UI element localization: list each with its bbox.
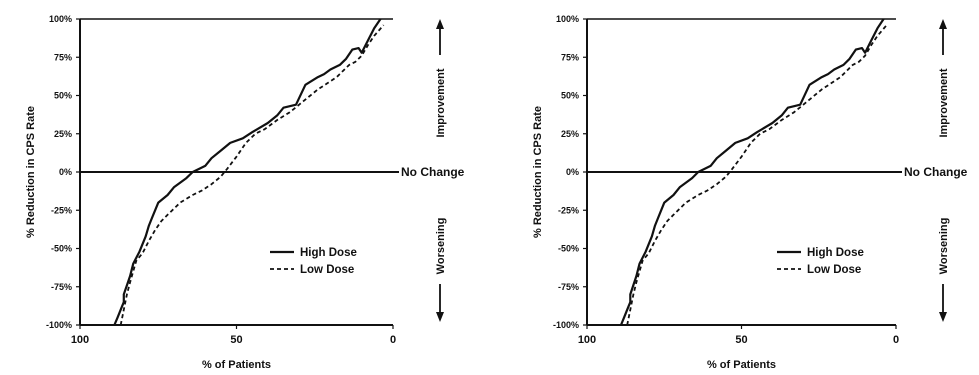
legend-label-high-dose: High Dose [807,247,864,259]
y-tick-label: 25% [561,129,579,139]
y-axis-title: % Reduction in CPS Rate [532,106,544,238]
x-axis-title: % of Patients [202,359,271,371]
x-tick-label: 0 [390,334,396,346]
chart-panel-right: 100% 75% 50% 25% 0% -25% -50% -75% -100% 100 50 0 % … [532,14,968,371]
improvement-arrow-head [939,19,947,29]
y-tick-label: -75% [51,282,72,292]
y-tick-label: 50% [54,91,72,101]
y-tick-label: 75% [54,52,72,62]
y-axis-title: % Reduction in CPS Rate [25,106,37,238]
legend-label-high-dose: High Dose [300,247,357,259]
y-tick-label: 0% [566,167,579,177]
y-tick-label: -25% [558,205,579,215]
improvement-arrow-head [436,19,444,29]
y-tick-label: 25% [54,129,72,139]
series-line-high-dose [113,18,382,326]
worsening-label: Worsening [938,218,950,275]
series-line-low-dose [119,24,385,326]
x-tick-label: 50 [230,334,242,346]
series-line-low-dose [626,24,888,326]
y-tick-label: -50% [558,244,579,254]
series-line-high-dose [619,18,885,326]
x-tick-label: 50 [735,334,747,346]
y-tick-label: 50% [561,91,579,101]
x-axis-title: % of Patients [707,359,776,371]
x-tick-label: 100 [578,334,596,346]
no-change-label: No Change [401,165,465,179]
no-change-label: No Change [904,165,968,179]
y-tick-label: 100% [49,14,72,24]
y-tick-label: -25% [51,205,72,215]
worsening-arrow-head [436,312,444,322]
y-tick-label: 100% [556,14,579,24]
y-tick-label: -100% [46,320,72,330]
legend-label-low-dose: Low Dose [300,264,354,276]
chart-panel-left: 100% 75% 50% 25% 0% -25% -50% -75% -100% 100 50 0 % … [25,14,465,371]
y-tick-label: 75% [561,52,579,62]
y-tick-label: -75% [558,282,579,292]
y-tick-label: -100% [553,320,579,330]
x-tick-label: 0 [893,334,899,346]
y-tick-label: -50% [51,244,72,254]
improvement-label: Improvement [938,68,950,137]
worsening-arrow-head [939,312,947,322]
y-tick-label: 0% [59,167,72,177]
x-tick-label: 100 [71,334,89,346]
improvement-label: Improvement [435,68,447,137]
worsening-label: Worsening [435,218,447,275]
legend-label-low-dose: Low Dose [807,264,861,276]
